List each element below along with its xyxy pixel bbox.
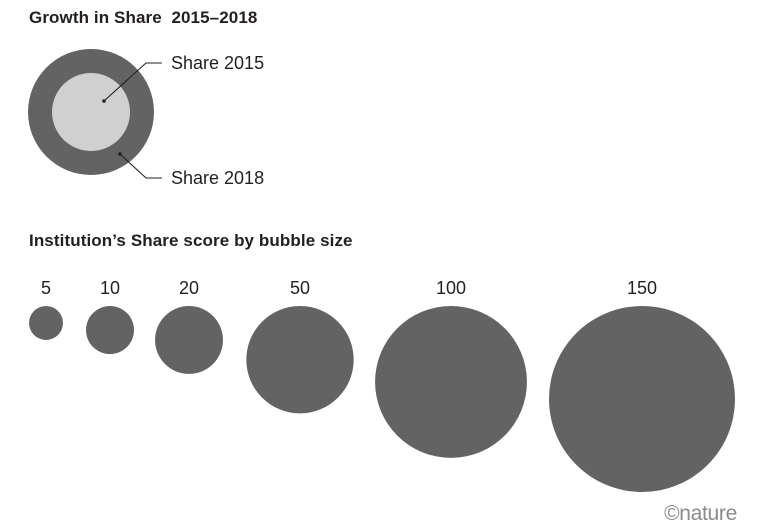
bubble-10 [85,306,135,355]
leader-line-2018 [119,153,162,179]
size-scale: 5 10 20 50 100 150 [29,278,735,492]
legend-title: Growth in Share 2015–2018 [29,8,258,27]
nature-credit: ©nature [664,502,737,525]
growth-legend: Share 2015 Share 2018 [28,49,264,188]
scale-title: Institution’s Share score by bubble size [29,231,353,250]
bubble-5 [29,306,63,340]
bubble-label-20: 20 [179,278,199,298]
bubble-100 [375,306,527,458]
bubble-label-150: 150 [627,278,657,298]
share-2015-label: Share 2015 [171,53,264,73]
leader-line-2015 [103,62,162,102]
share-2018-label: Share 2018 [171,168,264,188]
bubble-label-50: 50 [290,278,310,298]
bubble-50 [246,306,354,414]
bubble-20 [155,306,223,374]
bubble-label-5: 5 [41,278,51,298]
bubble-150 [549,306,735,492]
share-2015-circle [52,73,130,151]
bubble-label-100: 100 [436,278,466,298]
bubble-label-10: 10 [100,278,120,298]
